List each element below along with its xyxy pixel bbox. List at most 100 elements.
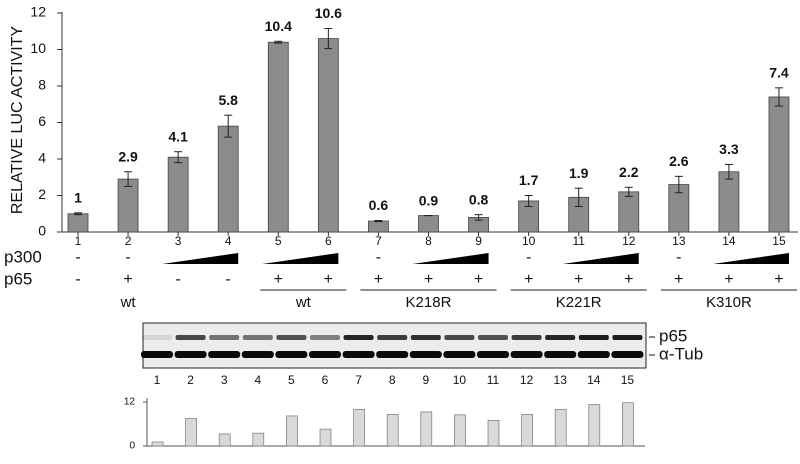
lane-label: 14 bbox=[587, 373, 601, 387]
value-label: 0.6 bbox=[369, 197, 389, 213]
error-bar bbox=[224, 114, 233, 138]
error-bar bbox=[324, 28, 333, 50]
tubulin-band bbox=[141, 351, 173, 358]
lane-label: 10 bbox=[453, 373, 467, 387]
value-label: 2.2 bbox=[619, 164, 639, 180]
tubulin-band bbox=[376, 351, 409, 358]
x-tick-label: 12 bbox=[622, 234, 636, 248]
condition-mark: + bbox=[674, 271, 683, 288]
bar bbox=[185, 418, 197, 447]
value-label: 1.7 bbox=[519, 172, 539, 188]
bar bbox=[588, 404, 601, 447]
value-label: 4.1 bbox=[168, 128, 188, 144]
p65-band bbox=[310, 335, 340, 340]
bar bbox=[386, 414, 399, 447]
y-axis-title: RELATIVE LUC ACTIVITY bbox=[9, 26, 26, 215]
bar bbox=[554, 408, 567, 447]
lane-label: 9 bbox=[422, 373, 429, 387]
p65-band bbox=[142, 335, 172, 340]
error-bar bbox=[524, 195, 533, 207]
p65-band bbox=[511, 335, 542, 340]
y-tick-label: 12 bbox=[124, 397, 136, 408]
p65-band bbox=[377, 335, 408, 340]
bar bbox=[353, 408, 365, 447]
bar bbox=[286, 415, 298, 447]
group-label: K218R bbox=[406, 294, 452, 311]
lane-label: 5 bbox=[288, 373, 295, 387]
condition-mark: - bbox=[75, 249, 80, 266]
value-label: 10.4 bbox=[265, 18, 292, 34]
condition-mark: + bbox=[774, 271, 783, 288]
bar bbox=[521, 414, 533, 447]
y-tick-label: 4 bbox=[38, 150, 46, 166]
condition-mark: - bbox=[526, 249, 531, 266]
p65-band bbox=[444, 335, 475, 340]
bar bbox=[319, 428, 332, 447]
value-label: 3.3 bbox=[719, 141, 739, 157]
bar bbox=[487, 419, 500, 447]
x-tick-label: 9 bbox=[475, 234, 482, 248]
value-label: 1 bbox=[74, 190, 82, 206]
lane-label: 4 bbox=[254, 373, 261, 387]
lane-label: 8 bbox=[389, 373, 396, 387]
y-tick-label: 12 bbox=[30, 4, 46, 20]
bar bbox=[267, 41, 289, 233]
condition-mark: + bbox=[474, 271, 483, 288]
y-tick-label: 6 bbox=[38, 113, 46, 129]
x-tick-label: 7 bbox=[375, 234, 382, 248]
bar bbox=[217, 125, 239, 233]
condition-mark: + bbox=[274, 271, 283, 288]
tubulin-band bbox=[275, 351, 308, 358]
condition-mark: - bbox=[175, 271, 180, 288]
error-bar bbox=[574, 187, 583, 207]
bar bbox=[418, 215, 439, 233]
band-label: α-Tub bbox=[659, 344, 703, 363]
bar bbox=[368, 220, 389, 233]
tubulin-band bbox=[611, 351, 644, 358]
y-tick-label: 2 bbox=[38, 186, 46, 202]
tubulin-band bbox=[174, 351, 207, 358]
p65-band bbox=[612, 335, 643, 340]
titration-wedge bbox=[162, 253, 239, 264]
group-label: wt bbox=[295, 294, 312, 311]
bar bbox=[151, 441, 164, 447]
condition-mark: - bbox=[75, 271, 80, 288]
value-label: 7.4 bbox=[769, 65, 789, 81]
condition-name: p300 bbox=[4, 247, 42, 266]
error-bar bbox=[674, 175, 683, 194]
lane-label: 12 bbox=[520, 373, 534, 387]
condition-mark: + bbox=[574, 271, 583, 288]
tubulin-band bbox=[309, 351, 341, 358]
titration-wedge bbox=[562, 253, 639, 264]
x-tick-label: 4 bbox=[225, 234, 232, 248]
bar bbox=[718, 171, 740, 233]
x-tick-label: 14 bbox=[722, 234, 736, 248]
bar bbox=[768, 96, 790, 233]
error-bar bbox=[724, 163, 733, 180]
x-tick-label: 3 bbox=[175, 234, 182, 248]
tubulin-band bbox=[241, 351, 274, 358]
condition-mark: + bbox=[123, 271, 132, 288]
x-tick-label: 1 bbox=[75, 234, 82, 248]
tubulin-band bbox=[208, 351, 241, 358]
value-label: 1.9 bbox=[569, 165, 589, 181]
p65-band bbox=[478, 335, 508, 340]
error-bar bbox=[274, 40, 283, 44]
value-label: 0.8 bbox=[469, 191, 489, 207]
bar bbox=[67, 213, 89, 233]
bar bbox=[252, 432, 265, 447]
lane-label: 1 bbox=[154, 373, 161, 387]
bar bbox=[167, 156, 189, 233]
value-label: 5.8 bbox=[218, 92, 238, 108]
condition-name: p65 bbox=[4, 269, 32, 288]
tubulin-band bbox=[477, 351, 509, 358]
titration-wedge bbox=[262, 253, 339, 264]
condition-mark: - bbox=[676, 249, 681, 266]
lane-label: 13 bbox=[554, 373, 568, 387]
error-bar bbox=[774, 87, 783, 107]
x-tick-label: 6 bbox=[325, 234, 332, 248]
p65-band bbox=[578, 335, 609, 340]
value-label: 10.6 bbox=[315, 5, 342, 21]
tubulin-band bbox=[409, 351, 442, 358]
